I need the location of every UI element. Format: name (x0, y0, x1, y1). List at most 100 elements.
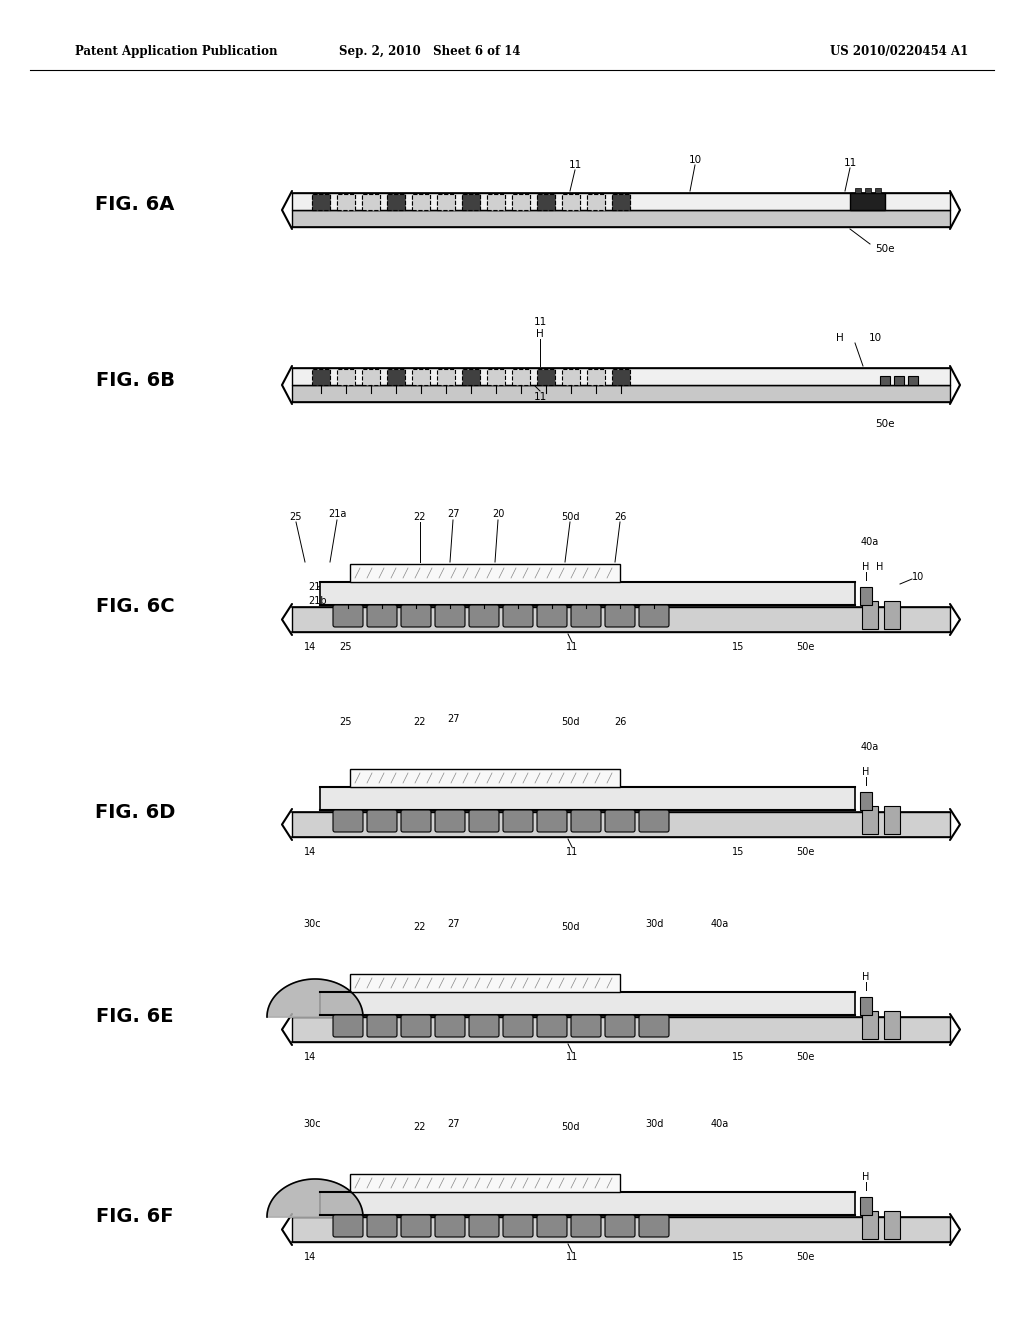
Bar (462, 194, 480, 210)
Bar (862, 807, 878, 834)
Bar (292, 210, 950, 227)
Bar (587, 194, 605, 210)
Bar (884, 601, 900, 630)
Text: 22: 22 (414, 1122, 426, 1133)
Bar (865, 187, 871, 193)
Bar (537, 194, 555, 210)
Text: FIG. 6E: FIG. 6E (96, 1007, 174, 1027)
Bar (437, 370, 455, 385)
Text: 15: 15 (732, 847, 744, 857)
Text: 50d: 50d (561, 512, 580, 521)
Text: 22: 22 (414, 921, 426, 932)
Bar (387, 194, 406, 210)
FancyBboxPatch shape (605, 605, 635, 627)
Bar (862, 1011, 878, 1039)
Bar (612, 194, 630, 210)
Bar (462, 194, 480, 210)
Text: H: H (862, 972, 869, 982)
Text: 26: 26 (613, 512, 627, 521)
Bar (884, 1011, 900, 1039)
Bar (855, 187, 861, 193)
FancyBboxPatch shape (469, 1015, 499, 1038)
Text: H: H (877, 562, 884, 572)
Bar (860, 587, 872, 605)
Bar (412, 370, 430, 385)
FancyBboxPatch shape (605, 810, 635, 832)
Text: H: H (837, 333, 844, 343)
Bar (319, 787, 855, 810)
FancyBboxPatch shape (503, 605, 534, 627)
Bar (884, 1210, 900, 1239)
Bar (908, 376, 918, 385)
Text: 27: 27 (446, 510, 459, 519)
Bar (387, 194, 406, 210)
Bar (319, 582, 855, 605)
Text: 26: 26 (613, 717, 627, 727)
FancyBboxPatch shape (367, 1214, 397, 1237)
Text: 25: 25 (339, 642, 351, 652)
Bar (562, 194, 580, 210)
Bar (562, 194, 580, 210)
Text: 15: 15 (732, 1052, 744, 1063)
FancyBboxPatch shape (503, 810, 534, 832)
FancyBboxPatch shape (435, 1015, 465, 1038)
Text: 21b: 21b (308, 597, 327, 606)
FancyBboxPatch shape (367, 605, 397, 627)
Text: 11: 11 (844, 158, 857, 168)
Bar (350, 974, 620, 993)
Text: FIG. 6F: FIG. 6F (96, 1208, 174, 1226)
Bar (487, 194, 505, 210)
FancyBboxPatch shape (401, 1015, 431, 1038)
FancyBboxPatch shape (503, 1015, 534, 1038)
FancyBboxPatch shape (537, 1214, 567, 1237)
Text: 50d: 50d (561, 717, 580, 727)
Text: H: H (862, 562, 869, 572)
Text: 10: 10 (688, 154, 701, 165)
Text: Patent Application Publication: Patent Application Publication (75, 45, 278, 58)
FancyBboxPatch shape (639, 810, 669, 832)
Text: 30d: 30d (646, 919, 665, 929)
Text: 40a: 40a (861, 537, 880, 546)
Text: 50e: 50e (796, 1251, 814, 1262)
Bar (292, 607, 950, 632)
Bar (292, 812, 950, 837)
Text: 10: 10 (912, 572, 924, 582)
Bar (612, 370, 630, 385)
FancyBboxPatch shape (367, 1015, 397, 1038)
FancyBboxPatch shape (401, 605, 431, 627)
Bar (437, 194, 455, 210)
Bar (292, 385, 950, 403)
Bar (862, 1210, 878, 1239)
Bar (292, 1217, 950, 1242)
Text: 11: 11 (534, 317, 547, 327)
Bar (612, 194, 630, 210)
FancyBboxPatch shape (401, 810, 431, 832)
Text: US 2010/0220454 A1: US 2010/0220454 A1 (830, 45, 969, 58)
Text: H: H (537, 329, 544, 339)
Bar (487, 194, 505, 210)
Text: 10: 10 (868, 333, 882, 343)
Bar (312, 194, 330, 210)
Text: 11: 11 (566, 1052, 579, 1063)
Text: 11: 11 (566, 847, 579, 857)
Text: 22: 22 (414, 717, 426, 727)
Text: 11: 11 (566, 642, 579, 652)
FancyBboxPatch shape (333, 810, 362, 832)
FancyBboxPatch shape (333, 1015, 362, 1038)
Text: 14: 14 (304, 1251, 316, 1262)
Text: H: H (862, 1172, 869, 1181)
Bar (512, 194, 530, 210)
Text: 50e: 50e (796, 847, 814, 857)
Text: 30c: 30c (303, 919, 321, 929)
Text: 27: 27 (446, 919, 459, 929)
Text: 14: 14 (304, 642, 316, 652)
FancyBboxPatch shape (469, 810, 499, 832)
FancyBboxPatch shape (435, 810, 465, 832)
Bar (587, 194, 605, 210)
FancyBboxPatch shape (435, 605, 465, 627)
Text: 40a: 40a (711, 1119, 729, 1129)
Bar (350, 564, 620, 582)
Text: 25: 25 (339, 717, 351, 727)
Text: 21: 21 (308, 582, 321, 591)
FancyBboxPatch shape (503, 1214, 534, 1237)
